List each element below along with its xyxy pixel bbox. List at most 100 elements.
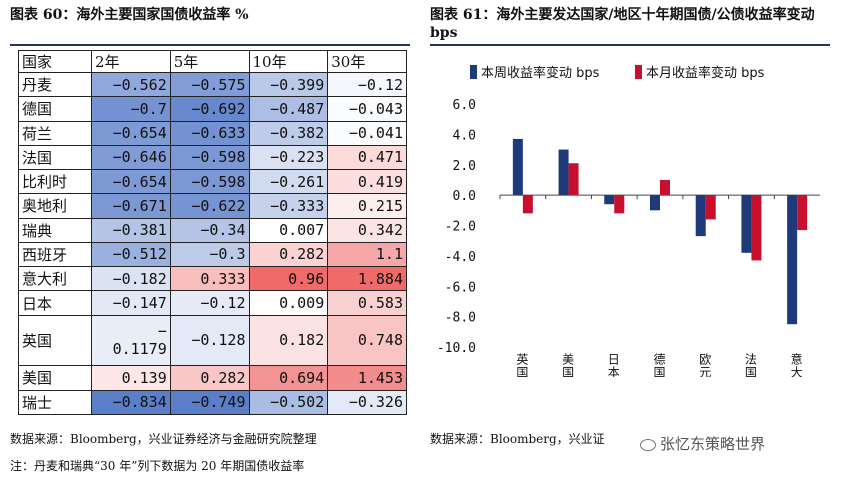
- right-source-note: 数据来源：Bloomberg，兴业证: [430, 432, 605, 446]
- yield-cell: 0.182: [248, 314, 329, 367]
- y-tick-label: -4.0: [445, 250, 476, 265]
- country-cell: 荷兰: [18, 120, 92, 146]
- y-tick-label: -2.0: [445, 220, 476, 235]
- bar: [522, 195, 533, 214]
- yield-cell: −0.381: [91, 217, 171, 243]
- yield-cell: 0.471: [327, 144, 407, 171]
- yield-cell: 0.215: [327, 193, 407, 219]
- yield-cell: −0.749: [169, 389, 250, 416]
- table-row: 法国 −0.646 −0.598 −0.223 0.471: [18, 144, 407, 171]
- table-row: 比利时 −0.654 −0.598 −0.261 0.419: [18, 169, 407, 195]
- yield-cell: −0.692: [169, 96, 250, 122]
- country-cell: 日本: [18, 290, 92, 316]
- y-tick-label: -8.0: [445, 311, 476, 326]
- yield-cell: 1.1: [327, 241, 407, 268]
- yield-cell: −0.399: [248, 71, 329, 98]
- x-category-label: 德国: [652, 352, 666, 377]
- yield-cell: 1.453: [327, 365, 407, 391]
- yield-cell: −0.562: [91, 71, 171, 98]
- column-header: 国家: [18, 50, 92, 73]
- footnote: 注：丹麦和瑞典“30 年”列下数据为 20 年期国债收益率: [10, 459, 305, 473]
- yield-cell: −0.12: [169, 290, 250, 316]
- column-header: 2年: [91, 50, 171, 73]
- yield-cell: 0.282: [248, 241, 329, 268]
- yield-cell: −0.671: [91, 193, 171, 219]
- yield-cell: −0.834: [91, 389, 171, 416]
- table-row: 英国 − 0.1179 −0.128 0.182 0.748: [18, 314, 407, 367]
- country-cell: 奥地利: [18, 193, 92, 219]
- yield-cell: −0.223: [248, 144, 329, 171]
- yield-cell: − 0.1179: [91, 314, 171, 367]
- yield-cell: −0.646: [91, 144, 171, 171]
- table-row: 奥地利 −0.671 −0.622 −0.333 0.215: [18, 193, 407, 219]
- y-tick-label: 4.0: [453, 128, 476, 143]
- bar: [558, 149, 569, 196]
- bar: [660, 179, 670, 196]
- left-source-note: 数据来源：Bloomberg，兴业证券经济与金融研究院整理: [10, 432, 317, 446]
- table-row: 丹麦 −0.562 −0.575 −0.399 −0.12: [18, 71, 407, 98]
- yield-cell: 0.694: [248, 365, 329, 391]
- watermark: 张忆东策略世界: [640, 433, 765, 454]
- yield-cell: −0.633: [169, 120, 250, 146]
- table-row: 西班牙 −0.512 −0.3 0.282 1.1: [18, 241, 407, 268]
- yield-cell: −0.12: [327, 71, 407, 98]
- legend-label: 本周收益率变动 bps: [481, 65, 600, 81]
- country-cell: 英国: [18, 314, 92, 367]
- yield-cell: −0.182: [91, 266, 171, 292]
- x-category-label: 美国: [561, 353, 575, 377]
- x-category-label: 欧元区: [698, 353, 712, 377]
- x-category-label: 英国: [515, 353, 529, 377]
- bar: [787, 195, 798, 325]
- bond-yield-change-chart: 本周收益率变动 bps 本月收益率变动 bps 6.0 4.0 2.0 0.0 -2.0 -4…: [437, 65, 820, 377]
- legend-swatch: [635, 65, 642, 79]
- x-category-label: 意大利: [789, 352, 803, 377]
- yield-cell: −0.502: [248, 389, 329, 416]
- x-category-label: 日本: [606, 353, 620, 377]
- column-header: 30年: [327, 50, 407, 73]
- country-cell: 瑞士: [18, 389, 92, 416]
- yield-cell: 0.139: [91, 365, 171, 391]
- table-row: 瑞士 −0.834 −0.749 −0.502 −0.326: [18, 389, 407, 416]
- bar: [512, 138, 523, 196]
- right-title-rule: [430, 44, 830, 46]
- yield-cell: −0.041: [327, 120, 407, 146]
- bar: [614, 195, 625, 214]
- right-chart-title: 图表 61：海外主要发达国家/地区十年期国债/公债收益率变动 bps: [430, 7, 815, 41]
- yield-cell: 0.009: [248, 290, 329, 316]
- yield-cell: 0.007: [248, 217, 329, 243]
- yield-table: 国家 2年 5年 10年 30年 丹麦 −0.562 −0.575 −0.399 −0.…: [18, 50, 407, 416]
- yield-cell: −0.34: [169, 217, 250, 243]
- yield-cell: 0.748: [327, 314, 407, 367]
- bar: [695, 195, 706, 237]
- country-cell: 瑞典: [18, 217, 92, 243]
- legend-swatch: [470, 65, 477, 79]
- yield-cell: −0.512: [91, 241, 171, 268]
- left-title-rule: [10, 44, 410, 46]
- wechat-icon: [640, 438, 656, 451]
- y-tick-label: 2.0: [453, 159, 476, 174]
- yield-cell: 1.884: [327, 266, 407, 292]
- column-header: 5年: [169, 50, 250, 73]
- yield-cell: −0.147: [91, 290, 171, 316]
- table-row: 荷兰 −0.654 −0.633 −0.382 −0.041: [18, 120, 407, 146]
- yield-cell: −0.622: [169, 193, 250, 219]
- yield-cell: 0.333: [169, 266, 250, 292]
- yield-cell: −0.487: [248, 96, 329, 122]
- yield-cell: 0.282: [169, 365, 250, 391]
- country-cell: 意大利: [18, 266, 92, 292]
- table-row: 瑞典 −0.381 −0.34 0.007 0.342: [18, 217, 407, 243]
- country-cell: 法国: [18, 144, 92, 171]
- table-row: 美国 0.139 0.282 0.694 1.453: [18, 365, 407, 391]
- table-row: 日本 −0.147 −0.12 0.009 0.583: [18, 290, 407, 316]
- country-cell: 比利时: [18, 169, 92, 195]
- table-header-row: 国家 2年 5年 10年 30年: [18, 50, 407, 73]
- bar: [705, 195, 716, 220]
- y-tick-label: -10.0: [437, 341, 476, 356]
- left-chart-title: 图表 60：海外主要国家国债收益率 %: [10, 7, 249, 23]
- yield-cell: 0.342: [327, 217, 407, 243]
- yield-cell: −0.333: [248, 193, 329, 219]
- table-body: 丹麦 −0.562 −0.575 −0.399 −0.12 德国 −0.7 −0.692 −0.…: [18, 71, 407, 416]
- y-tick-label: 6.0: [453, 98, 476, 113]
- bar: [751, 195, 762, 261]
- table-row: 意大利 −0.182 0.333 0.96 1.884: [18, 266, 407, 292]
